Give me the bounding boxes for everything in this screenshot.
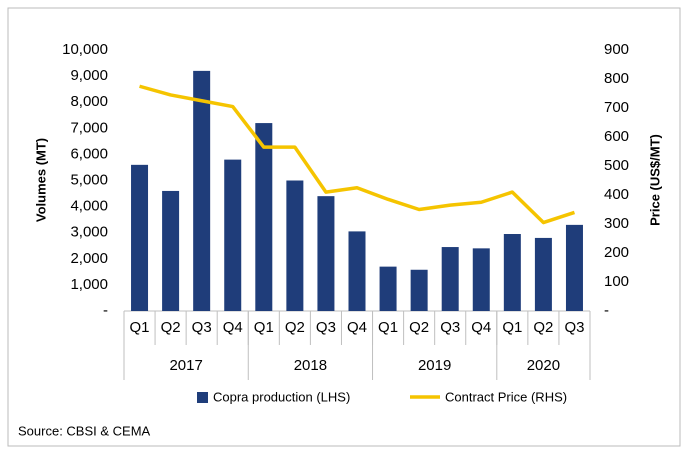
x-group-label: 2019 (418, 357, 451, 374)
x-tick-label: Q3 (564, 319, 584, 336)
y2-tick-label: 500 (604, 157, 629, 174)
y2-tick-label: 200 (604, 244, 629, 261)
legend-label: Copra production (LHS) (213, 389, 350, 404)
legend-swatch (197, 392, 208, 403)
x-tick-label: Q4 (347, 319, 367, 336)
y-axis-title: Volumes (MT) (33, 138, 48, 222)
y-tick-label: 3,000 (70, 224, 108, 241)
y2-tick-label: 800 (604, 70, 629, 87)
bar (193, 70, 211, 311)
price-line (139, 84, 576, 225)
x-tick-label: Q2 (161, 319, 181, 336)
y2-tick-label: 300 (604, 215, 629, 232)
bar (131, 164, 149, 311)
bar (472, 248, 490, 311)
bar (348, 231, 366, 311)
bar (410, 269, 428, 311)
y-tick-label: 10,000 (62, 41, 108, 58)
source: Source: CBSI & CEMA (18, 423, 151, 438)
y2-tick-label: 900 (604, 41, 629, 58)
bar (255, 123, 273, 311)
x-tick-label: Q3 (440, 319, 460, 336)
y-tick-label: - (103, 302, 108, 319)
y2-tick-label: 400 (604, 186, 629, 203)
y2-tick-label: - (604, 302, 609, 319)
x-group-label: 2018 (294, 357, 327, 374)
x-group-label: 2017 (169, 357, 202, 374)
y2-tick-label: 700 (604, 99, 629, 116)
y-tick-label: 9,000 (70, 67, 108, 84)
y-tick-label: 7,000 (70, 119, 108, 136)
y-tick-label: 6,000 (70, 145, 108, 162)
bar (224, 159, 242, 311)
bar (534, 237, 552, 311)
bar (317, 196, 335, 311)
x-tick-label: Q3 (192, 319, 212, 336)
bar (503, 234, 521, 311)
y-tick-label: 5,000 (70, 171, 108, 188)
y-tick-label: 2,000 (70, 250, 108, 267)
x-tick-label: Q4 (223, 319, 243, 336)
x-tick-label: Q1 (502, 319, 522, 336)
x-group-label: 2020 (527, 357, 560, 374)
bar (286, 180, 304, 311)
y-tick-label: 4,000 (70, 198, 108, 215)
bar (441, 247, 459, 311)
x-tick-label: Q2 (533, 319, 553, 336)
y-tick-label: 1,000 (70, 276, 108, 293)
x-tick-label: Q4 (471, 319, 491, 336)
x-tick-label: Q1 (378, 319, 398, 336)
y2-tick-label: 100 (604, 273, 629, 290)
x-tick-label: Q2 (285, 319, 305, 336)
x-tick-label: Q3 (316, 319, 336, 336)
y2-axis-title: Price (US$/MT) (647, 134, 662, 226)
bar (565, 224, 583, 311)
frame (7, 7, 681, 447)
y2-tick-label: 600 (604, 128, 629, 145)
bar (162, 190, 180, 311)
y-tick-label: 8,000 (70, 93, 108, 110)
legend-label: Contract Price (RHS) (445, 389, 567, 404)
x-tick-label: Q2 (409, 319, 429, 336)
bar (379, 266, 397, 311)
x-tick-label: Q1 (254, 319, 274, 336)
x-tick-label: Q1 (130, 319, 150, 336)
